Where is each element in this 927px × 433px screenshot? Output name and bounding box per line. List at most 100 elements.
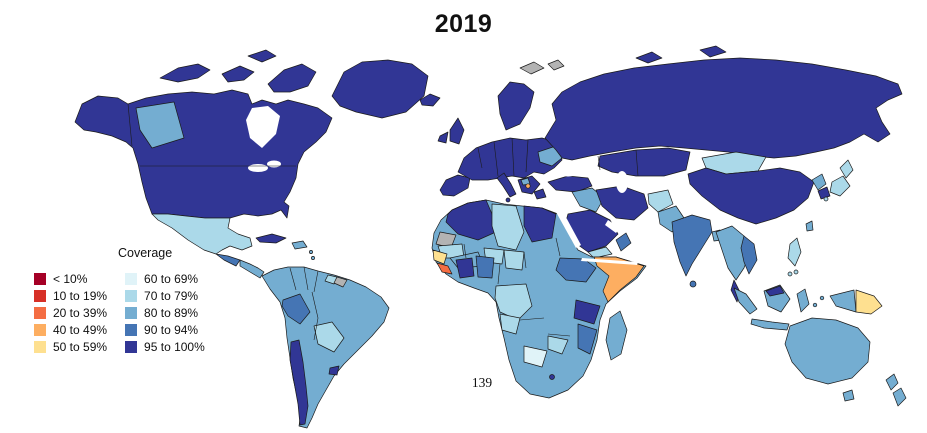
region-russia-arctic-island-1 xyxy=(635,51,663,64)
region-philippines xyxy=(787,237,802,267)
legend-item: 70 to 79% xyxy=(125,287,205,304)
region-maluku-1 xyxy=(812,302,818,308)
region-tasmania xyxy=(842,389,855,402)
legend-swatch xyxy=(34,272,46,285)
legend-label: 10 to 19% xyxy=(53,288,108,303)
region-chile xyxy=(289,339,309,426)
region-ghana-burkina-faso xyxy=(455,257,475,279)
region-russia xyxy=(544,57,903,161)
great-lake-1 xyxy=(248,164,268,172)
legend-swatch xyxy=(125,272,138,285)
legend-label: 20 to 39% xyxy=(53,305,108,320)
legend-item: 80 to 89% xyxy=(125,304,205,321)
legend-items: < 10% 10 to 19% 20 to 39% 40 to 49% 50 to 59… xyxy=(34,270,205,355)
legend-item: < 10% xyxy=(34,270,107,287)
region-madagascar xyxy=(605,310,628,361)
hudson-bay xyxy=(246,106,280,148)
region-china xyxy=(687,167,815,225)
region-greece xyxy=(533,188,547,200)
legend-label: 70 to 79% xyxy=(144,288,199,303)
legend-swatch xyxy=(34,306,46,319)
region-central-america-north xyxy=(215,253,241,267)
great-lake-2 xyxy=(267,160,281,168)
region-japan-south xyxy=(823,196,829,202)
region-angola xyxy=(499,313,521,335)
region-united-kingdom xyxy=(449,117,465,145)
page-number: 139 xyxy=(471,375,493,390)
legend-label: < 10% xyxy=(53,271,88,286)
legend-item: 50 to 59% xyxy=(34,338,107,355)
persian-gulf xyxy=(605,220,620,233)
region-yemen xyxy=(587,246,613,259)
legend-swatch xyxy=(125,289,138,302)
legend-item: 10 to 19% xyxy=(34,287,107,304)
region-french-guiana xyxy=(333,276,348,288)
region-uruguay xyxy=(328,365,340,376)
region-greenland xyxy=(331,59,429,119)
region-taiwan xyxy=(805,220,814,232)
region-syria-iraq xyxy=(571,187,605,213)
region-chad xyxy=(503,249,525,271)
region-canada xyxy=(74,89,333,219)
region-svalbard-2 xyxy=(547,59,565,71)
region-philippines-south-1 xyxy=(793,269,799,275)
region-balkans-small-area-medium xyxy=(520,177,531,186)
region-papua-new-guinea xyxy=(855,289,883,315)
legend-item: 60 to 69% xyxy=(125,270,205,287)
region-italy xyxy=(496,172,517,198)
black-sea xyxy=(557,167,579,177)
region-russia-arctic-island-2 xyxy=(699,45,727,58)
region-lesser-antilles-2 xyxy=(311,256,315,260)
region-mexico xyxy=(151,213,253,255)
region-cuba xyxy=(255,233,287,244)
legend-label: 90 to 94% xyxy=(144,322,199,337)
region-kazakhstan-central-asia xyxy=(597,147,691,177)
page-title: 2019 xyxy=(434,10,493,38)
region-vietnam xyxy=(740,235,758,275)
legend-label: 80 to 89% xyxy=(144,305,199,320)
country-borders xyxy=(127,103,639,341)
region-lesser-antilles-1 xyxy=(309,250,313,254)
region-indonesia-sumatra xyxy=(733,287,758,315)
region-new-zealand-north xyxy=(885,373,899,391)
region-maluku-2 xyxy=(819,295,825,301)
legend-title: Coverage xyxy=(118,246,173,260)
region-west-papua xyxy=(829,289,857,313)
region-lesotho xyxy=(549,374,555,380)
legend-item: 95 to 100% xyxy=(125,338,205,355)
region-ireland xyxy=(437,131,449,144)
red-sea xyxy=(556,208,581,248)
region-arctic-island-3 xyxy=(247,49,277,63)
region-scandinavia xyxy=(497,81,535,131)
region-baffin-island xyxy=(267,63,317,93)
region-balkans-small-area xyxy=(525,183,531,189)
region-new-zealand-south xyxy=(892,387,907,407)
region-sulawesi xyxy=(796,288,810,313)
region-morocco-algeria-tunisia xyxy=(445,199,497,241)
legend-label: 95 to 100% xyxy=(144,339,205,354)
region-iberia xyxy=(439,174,471,197)
legend-item: 20 to 39% xyxy=(34,304,107,321)
region-australia xyxy=(784,317,871,385)
region-bolivia-paraguay xyxy=(313,321,345,353)
legend-label: 50 to 59% xyxy=(53,339,108,354)
region-sicily xyxy=(505,197,511,203)
region-suriname xyxy=(324,274,338,285)
region-zimbabwe xyxy=(547,335,569,355)
legend-item: 40 to 49% xyxy=(34,321,107,338)
legend-swatch xyxy=(125,323,138,336)
region-indonesia-java xyxy=(750,318,790,331)
region-svalbard xyxy=(519,61,545,75)
legend-label: 60 to 69% xyxy=(144,271,199,286)
region-nigeria xyxy=(475,255,495,279)
caspian-sea xyxy=(616,171,628,193)
legend-item: 90 to 94% xyxy=(125,321,205,338)
region-botswana xyxy=(523,345,548,368)
region-india xyxy=(671,214,713,277)
region-central-america-south xyxy=(239,259,265,279)
region-egypt xyxy=(523,205,557,243)
region-hispaniola xyxy=(291,240,308,250)
legend-swatch xyxy=(125,340,138,353)
